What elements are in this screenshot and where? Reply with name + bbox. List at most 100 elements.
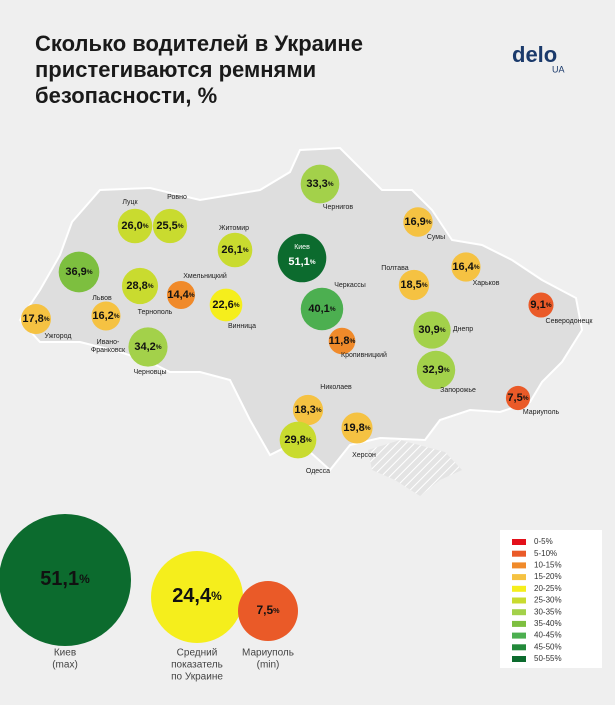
city-marker	[121, 267, 159, 305]
logo-sub: UA	[552, 64, 565, 74]
city-marker	[152, 208, 188, 244]
value-label: 18,3%	[294, 404, 321, 416]
value-label: 33,3%	[306, 178, 333, 190]
value: 7,5	[256, 603, 273, 617]
value: 51,1	[288, 256, 309, 268]
unit: %	[316, 407, 322, 414]
value-label: 26,1%	[221, 244, 248, 256]
summary-text: Киев	[54, 648, 76, 659]
value-label: 17,8%	[22, 313, 49, 325]
value-label: 28,8%	[126, 280, 153, 292]
legend-label: 50-55%	[534, 654, 562, 663]
unit: %	[114, 313, 120, 320]
value-label: 25,5%	[156, 220, 183, 232]
legend-label: 0-5%	[534, 537, 553, 546]
value-label: 14,4%	[167, 289, 194, 301]
unit: %	[189, 292, 195, 299]
value: 16,9	[404, 216, 425, 228]
legend-label: 35-40%	[534, 619, 562, 628]
value: 14,4	[167, 289, 189, 301]
value: 25,5	[156, 220, 177, 232]
city-name: Мариуполь	[523, 409, 560, 416]
summary-circle	[0, 514, 131, 646]
city-marker	[58, 251, 100, 293]
value: 36,9	[65, 266, 86, 278]
city-marker	[21, 304, 51, 334]
city-marker	[341, 412, 373, 444]
value: 19,8	[343, 422, 364, 434]
city-marker	[413, 311, 451, 349]
legend-label: 20-25%	[534, 584, 562, 593]
city-name: Винница	[228, 323, 256, 330]
value: 17,8	[22, 313, 43, 325]
unit: %	[306, 437, 312, 444]
city-name: Запорожье	[440, 387, 476, 394]
legend-label: 45-50%	[534, 642, 562, 651]
legend-swatch	[512, 632, 526, 639]
value-label: 9,1%	[530, 299, 551, 311]
city-name: Харьков	[473, 280, 500, 287]
value: 9,1	[530, 299, 545, 311]
unit: %	[243, 247, 249, 254]
legend-swatch	[512, 550, 526, 557]
legend-label: 5-10%	[534, 549, 557, 558]
city-marker	[292, 394, 324, 426]
summary-text: Средний	[177, 648, 218, 659]
value-label: 51,1%	[288, 256, 315, 268]
value: 29,8	[284, 434, 305, 446]
value-label: 30,9%	[418, 324, 445, 336]
city-marker	[277, 233, 327, 283]
city-marker	[451, 252, 481, 282]
logo: delo	[512, 42, 557, 67]
summary-text: показатель	[171, 660, 223, 671]
city-name: Одесса	[306, 468, 330, 475]
city-marker	[91, 301, 121, 331]
city-marker	[398, 269, 430, 301]
city-name: Львов	[92, 295, 112, 302]
value-label: 24,4%	[172, 585, 222, 607]
value-label: 26,0%	[121, 220, 148, 232]
city-name: Сумы	[427, 234, 445, 241]
value-label: 36,9%	[65, 266, 92, 278]
unit: %	[523, 395, 529, 402]
summary-circle	[238, 581, 298, 641]
value: 7,5	[507, 392, 522, 404]
unit: %	[328, 181, 334, 188]
unit: %	[330, 306, 336, 313]
legend-swatch	[512, 585, 526, 592]
summary-text: (min)	[257, 660, 280, 671]
value: 16,2	[92, 310, 113, 322]
value-label: 16,4%	[452, 261, 479, 273]
value: 40,1	[308, 303, 329, 315]
value-label: 16,2%	[92, 310, 119, 322]
value: 26,1	[221, 244, 242, 256]
value-label: 22,6%	[212, 299, 239, 311]
unit: %	[143, 223, 149, 230]
value: 34,2	[134, 341, 155, 353]
city-name: Черкассы	[334, 282, 366, 289]
legend-swatch	[512, 562, 526, 569]
value: 51,1	[40, 568, 79, 590]
value-label: 40,1%	[308, 303, 335, 315]
city-marker	[209, 288, 243, 322]
city-name: Ивано-	[97, 339, 120, 346]
value: 30,9	[418, 324, 439, 336]
unit: %	[440, 327, 446, 334]
value: 11,8	[329, 335, 350, 347]
legend-label: 10-15%	[534, 561, 562, 570]
unit: %	[211, 589, 222, 603]
city-name: Луцк	[122, 199, 138, 206]
summary-text: (max)	[52, 660, 78, 671]
title-line: безопасности, %	[35, 83, 217, 108]
legend-swatch	[512, 597, 526, 604]
city-name: Херсон	[352, 452, 376, 459]
value: 18,3	[294, 404, 315, 416]
legend-swatch	[512, 644, 526, 651]
unit: %	[273, 606, 280, 615]
title-line: пристегиваются ремнями	[35, 57, 316, 82]
unit: %	[79, 572, 90, 586]
value-label: 32,9%	[422, 364, 449, 376]
legend-swatch	[512, 539, 526, 545]
city-marker	[117, 208, 153, 244]
